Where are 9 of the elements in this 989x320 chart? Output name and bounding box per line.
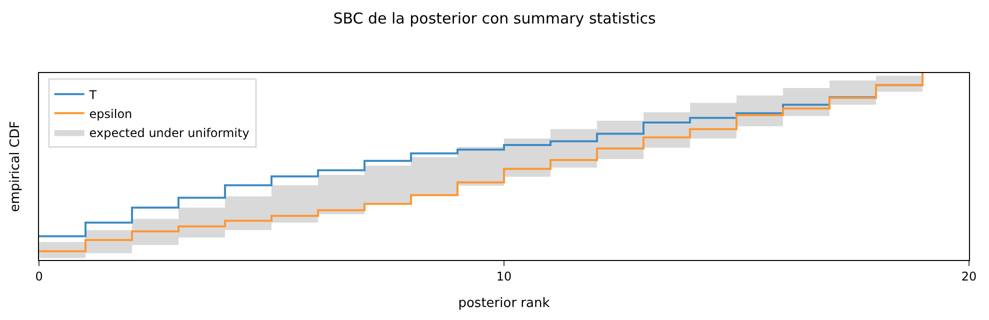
legend-label: epsilon (89, 106, 132, 121)
y-axis-title: empirical CDF (8, 121, 23, 212)
x-axis-title: posterior rank (458, 296, 550, 311)
x-tick-label: 20 (961, 269, 977, 284)
legend-label: expected under uniformity (89, 126, 250, 140)
x-tick-label: 10 (496, 269, 512, 284)
legend-label: T (88, 88, 98, 102)
chart-title: SBC de la posterior con summary statistics (333, 9, 656, 28)
x-tick-label: 0 (35, 269, 43, 284)
